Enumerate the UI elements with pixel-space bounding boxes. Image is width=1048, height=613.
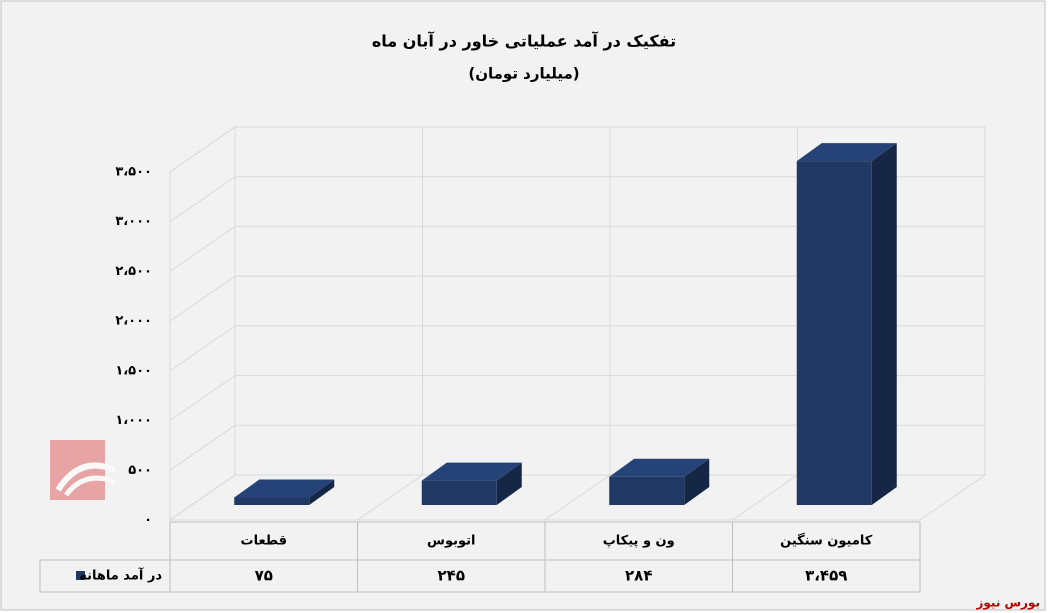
bar-front	[796, 161, 872, 505]
x-tick-label: ون و پیکاپ	[603, 534, 675, 549]
floor-divider	[544, 474, 611, 521]
floor-divider	[732, 474, 798, 521]
bar-front	[234, 497, 310, 505]
y-tick-label: ۱،۰۰۰	[115, 413, 152, 428]
y-tick-label: ۲،۰۰۰	[115, 314, 152, 329]
bar-front	[609, 476, 685, 505]
watermark-logo	[50, 440, 117, 500]
x-tick-label: کامیون سنگین	[780, 533, 873, 549]
table-legend-cell	[39, 560, 170, 593]
x-tick-label: اتوبوس	[427, 534, 475, 549]
bar	[609, 458, 710, 505]
floor-divider	[357, 474, 423, 521]
value-label: ۲۴۵	[438, 567, 465, 585]
value-label: ۷۵	[255, 567, 273, 585]
y-tick-label: ۱،۵۰۰	[115, 363, 152, 378]
chart-subtitle: (میلیارد تومان)	[468, 65, 579, 83]
legend-label: در آمد ماهانه	[79, 567, 162, 584]
grid-line	[169, 375, 985, 421]
grid-line	[169, 126, 985, 173]
y-tick-label: ۰	[144, 513, 152, 528]
bar-side	[684, 458, 710, 505]
bar	[234, 479, 335, 505]
bar-top	[796, 143, 897, 162]
chart-title: تفکیک در آمد عملیاتی خاور در آبان ماه	[372, 31, 676, 51]
y-tick-label: ۲،۵۰۰	[115, 264, 152, 279]
y-tick-label: ۳،۰۰۰	[115, 214, 152, 229]
grid-line	[169, 275, 985, 322]
grid-line	[169, 424, 985, 471]
bar-top	[421, 462, 522, 481]
y-tick-label: ۵۰۰	[128, 463, 152, 478]
y-tick-label: ۳،۵۰۰	[115, 165, 152, 180]
bar-side	[871, 143, 897, 505]
x-tick-label: قطعات	[241, 534, 287, 549]
bar-side	[496, 462, 522, 505]
grid-line	[169, 325, 985, 372]
value-label: ۲۸۴	[625, 567, 652, 585]
bar-top	[234, 479, 335, 498]
bar-side	[309, 479, 335, 505]
grid-line	[169, 225, 985, 272]
grid-line	[169, 474, 985, 521]
grid-line	[169, 176, 985, 223]
legend-swatch	[76, 571, 85, 580]
bar	[421, 462, 522, 505]
bar-top	[609, 458, 710, 477]
side-wall	[169, 126, 236, 521]
bar	[796, 143, 897, 505]
value-label: ۳،۴۵۹	[805, 567, 847, 585]
source: بورس نیوز	[975, 596, 1040, 611]
bar-front	[421, 480, 497, 505]
